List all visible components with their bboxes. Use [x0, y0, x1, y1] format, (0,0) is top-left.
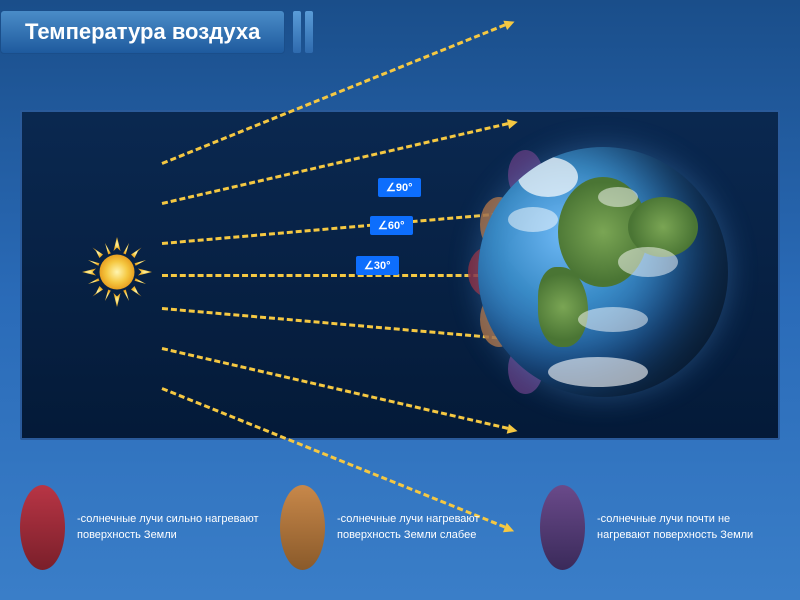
- legend-item-hot: -солнечные лучи сильно нагревают поверхн…: [20, 480, 260, 575]
- legend-text-cold: -солнечные лучи почти не нагревают повер…: [597, 512, 780, 543]
- sun-ray: [162, 122, 509, 205]
- legend: -солнечные лучи сильно нагревают поверхн…: [20, 480, 780, 575]
- page-title: Температура воздуха: [0, 10, 285, 54]
- legend-item-cold: -солнечные лучи почти не нагревают повер…: [540, 480, 780, 575]
- earth-icon: [478, 147, 728, 397]
- sun-ray: [162, 347, 509, 430]
- legend-text-hot: -солнечные лучи сильно нагревают поверхн…: [77, 512, 260, 543]
- angle-label: ∠30°: [356, 256, 399, 275]
- legend-text-warm: -солнечные лучи нагревают поверхность Зе…: [337, 512, 520, 543]
- sun-ray: [162, 212, 507, 245]
- diagram-panel: [20, 110, 780, 440]
- title-accent: [293, 11, 317, 53]
- legend-color-warm: [280, 485, 325, 570]
- angle-label: ∠60°: [370, 216, 413, 235]
- sun-ray: [162, 274, 506, 277]
- legend-color-hot: [20, 485, 65, 570]
- title-bar: Температура воздуха: [0, 10, 317, 54]
- legend-item-warm: -солнечные лучи нагревают поверхность Зе…: [280, 480, 520, 575]
- legend-color-cold: [540, 485, 585, 570]
- sun-ray: [162, 307, 507, 340]
- angle-label: ∠90°: [378, 178, 421, 197]
- sun-icon: [82, 237, 152, 307]
